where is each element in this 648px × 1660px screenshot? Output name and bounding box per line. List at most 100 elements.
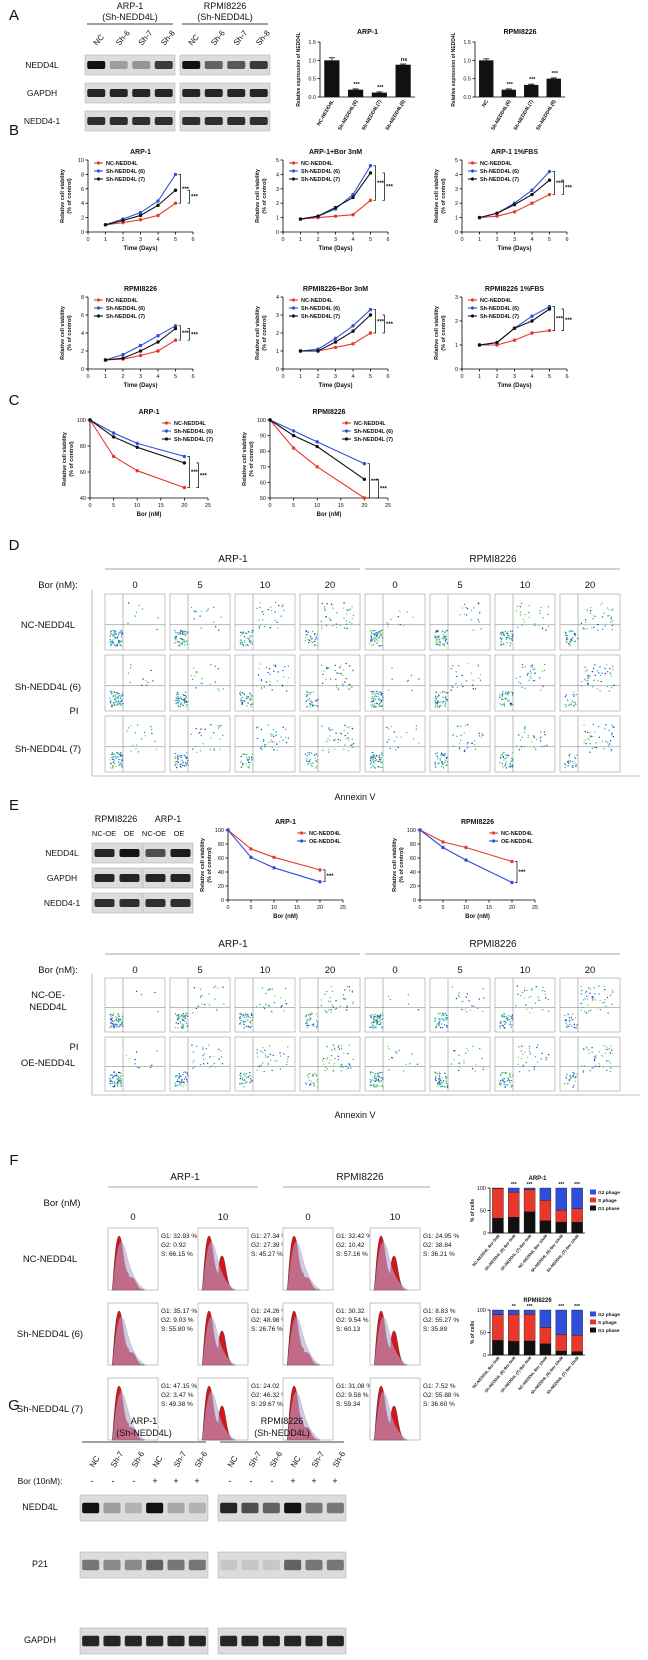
blot-band [82, 1559, 100, 1571]
flow-event [269, 684, 271, 686]
blot-band [87, 89, 106, 97]
y-tick-label: 70 [260, 465, 266, 471]
flow-event [377, 1073, 379, 1075]
flow-event [445, 1082, 447, 1084]
x-tick-label: 10 [134, 503, 140, 509]
flow-event [454, 1050, 456, 1052]
flow-event [349, 1064, 351, 1067]
blot-band [305, 1559, 323, 1571]
flow-event [213, 749, 215, 752]
flow-event [609, 671, 611, 674]
flow-event [251, 643, 254, 645]
flow-event [445, 764, 447, 767]
flow-event [274, 601, 277, 604]
flow-event [260, 1050, 262, 1052]
flow-event [117, 1085, 119, 1087]
flow-event [176, 698, 178, 700]
y-tick-label: 100 [215, 828, 224, 834]
flow-event [582, 999, 585, 1001]
cycle-stat: S: 57.16 % [336, 1251, 368, 1258]
flow-event [177, 693, 179, 695]
flow-event [480, 736, 483, 738]
point [318, 868, 322, 872]
flow-event [571, 1025, 573, 1027]
x-tick-label: 20 [509, 905, 515, 911]
flow-event [369, 1014, 371, 1017]
flow-event [217, 987, 219, 989]
lane-label: Sh-7 [232, 28, 250, 47]
flow-event [241, 691, 244, 694]
flow-event [134, 732, 137, 734]
flow-event [113, 1025, 115, 1027]
flow-event [371, 1024, 374, 1026]
flow-event [500, 704, 503, 706]
flow-event [382, 632, 384, 634]
point [173, 326, 178, 331]
flow-event [594, 615, 597, 618]
flow-event [377, 760, 380, 763]
flow-event [572, 766, 575, 769]
flow-event [480, 628, 482, 630]
flow-event [328, 617, 331, 620]
flow-event [603, 985, 605, 988]
flow-event [267, 1063, 269, 1066]
flow-event [262, 619, 264, 621]
y-tick-label: 0.0 [463, 95, 471, 101]
flow-event [369, 642, 371, 645]
flow-event [369, 1073, 372, 1075]
flow-event [210, 663, 212, 666]
point [333, 345, 338, 350]
flow-event [134, 615, 136, 617]
flow-event [438, 1077, 440, 1079]
flow-event [320, 999, 323, 1001]
flow-event [604, 667, 606, 670]
flow-event [344, 681, 346, 683]
flow-event [344, 734, 347, 737]
flow-event [119, 644, 121, 646]
flow-event [505, 638, 508, 641]
flow-event [209, 1056, 211, 1058]
flow-event [304, 639, 306, 642]
blot-header: (Sh-NEDD4L) [116, 1428, 172, 1438]
flow-event [543, 669, 546, 672]
flow-event [121, 754, 123, 757]
flow-event [380, 693, 382, 696]
flow-event [315, 1013, 318, 1015]
flow-plot [429, 715, 491, 773]
flow-event [458, 748, 461, 750]
flow-event [517, 734, 520, 737]
flow-event [315, 704, 317, 707]
y-tick-label: 40 [410, 870, 416, 876]
line-series [269, 419, 365, 465]
flow-event [316, 758, 319, 761]
flow-event [588, 675, 590, 677]
panel-letter: B [9, 122, 19, 139]
x-tick-label: 5 [548, 237, 551, 243]
flow-event [511, 639, 513, 641]
blot-band [284, 1635, 302, 1647]
flow-plot [234, 977, 296, 1033]
significance: *** [380, 487, 388, 493]
flow-event [600, 680, 602, 683]
flow-event [610, 675, 612, 677]
flow-event [587, 674, 589, 676]
flow-event [179, 642, 181, 644]
flow-event [568, 1016, 570, 1019]
x-tick-label: 5 [441, 905, 444, 911]
flow-event [574, 635, 577, 637]
flow-event [239, 1074, 241, 1076]
flow-plot [104, 977, 166, 1033]
flow-event [347, 732, 349, 734]
flow-event [337, 741, 339, 744]
flow-event [371, 765, 374, 767]
flow-event [134, 1058, 136, 1061]
significance: *** [191, 470, 199, 476]
flow-event [122, 1025, 124, 1027]
flow-event [115, 1074, 118, 1077]
flow-event [114, 704, 116, 706]
flow-event [262, 613, 265, 616]
flow-event [471, 1005, 473, 1007]
chart-title: ARP-1 [275, 819, 296, 826]
flow-event [121, 1074, 124, 1076]
flow-event [180, 643, 182, 645]
